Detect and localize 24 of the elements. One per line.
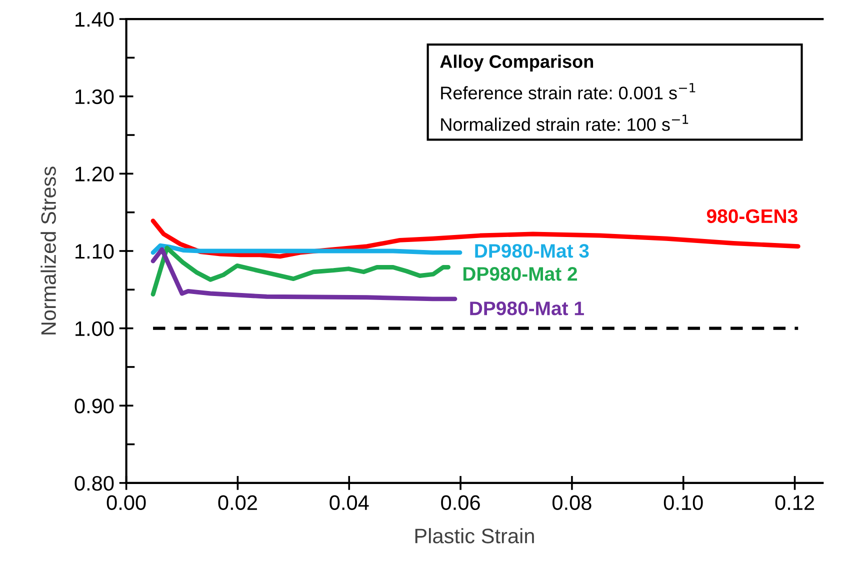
y-tick-label: 1.10	[76, 244, 114, 259]
y-tick-label: 1.00	[76, 321, 114, 336]
y-tick-label: 1.20	[76, 166, 114, 182]
annotation: Reference strain rate: 0.001 s$^{−1}$	[441, 83, 696, 100]
x-tick-label: 0.12	[775, 495, 814, 510]
series-label: DP980-Mat 2	[463, 267, 578, 281]
x-tick-label: 0.06	[441, 495, 480, 510]
series-label: 980-GEN3	[706, 209, 798, 224]
x-tick-label: 0.08	[552, 495, 592, 510]
x-tick-label: 0.10	[664, 495, 703, 510]
y-tick-label: 0.80	[74, 476, 114, 491]
y-tick-label: 1.30	[76, 89, 114, 104]
y-tick-label: 0.90	[74, 398, 114, 414]
line-series	[150, 243, 462, 255]
x-tick-label: 0.04	[330, 495, 369, 510]
y-tick-label: 1.40	[76, 12, 114, 27]
y-axis-title: Normalized Stress	[40, 166, 56, 334]
x-tick-label: 0.02	[218, 495, 257, 510]
series-label: DP980-Mat 1	[470, 301, 584, 316]
annotation: Normalized strain rate: 100 s$^{−1}$	[441, 114, 688, 131]
series-label: DP980-Mat 3	[475, 244, 589, 258]
x-axis-title: Plastic Strain	[415, 528, 534, 544]
x-tick-label: 0.00	[106, 495, 146, 510]
annotation: Alloy Comparison	[440, 54, 594, 72]
